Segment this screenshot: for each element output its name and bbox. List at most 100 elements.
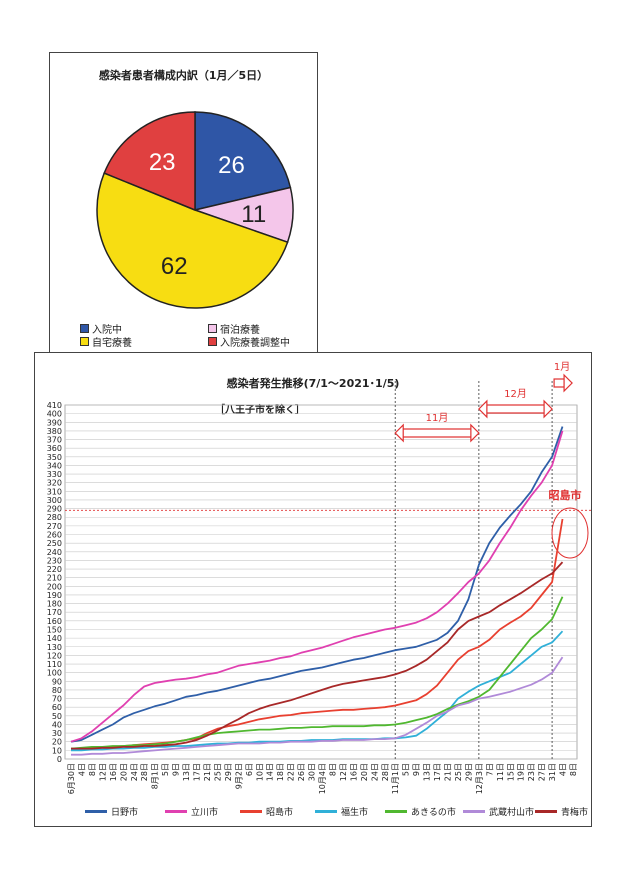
y-tick-label: 50 [52,712,62,721]
y-tick-label: 180 [47,600,62,609]
legend-item-home: 自宅療養 [80,334,132,349]
line-legend-swatch [240,810,262,813]
y-tick-label: 120 [47,651,62,660]
line-legend-item-1: 立川市 [165,805,218,818]
y-tick-label: 200 [47,582,62,591]
x-tick-label: 20日 [360,763,369,781]
series-line-3 [71,630,564,752]
y-tick-label: 310 [47,487,62,496]
y-tick-label: 290 [47,505,62,514]
pie-value-label-0: 26 [218,152,245,179]
y-tick-label: 250 [47,539,62,548]
x-tick-label: 18日 [276,763,285,781]
x-tick-label: 12月3日 [475,763,484,794]
x-tick-label: 16日 [109,763,118,781]
y-tick-label: 280 [47,513,62,522]
line-legend-label: 日野市 [111,808,139,818]
series-line-6 [71,561,564,750]
line-chart: 0102030405060708090100110120130140150160… [47,361,591,794]
legend-label-home: 自宅療養 [92,338,132,349]
x-tick-label: 28日 [381,763,390,781]
x-tick-label: 23日 [527,763,536,781]
line-legend-label: 武蔵村山市 [489,808,535,818]
x-tick-label: 4日 [559,763,568,776]
y-tick-label: 30 [52,729,62,738]
legend-label-hotel: 宿泊療養 [220,325,260,336]
x-tick-label: 25日 [454,763,463,781]
y-tick-label: 390 [47,418,62,427]
y-tick-label: 150 [47,625,62,634]
x-tick-label: 29日 [464,763,473,781]
line-chart-subtitle: ［八王子市を除く］ [215,405,305,416]
line-legend-label: 昭島市 [266,808,294,818]
x-tick-label: 8日 [569,763,578,776]
legend-swatch-hotel [208,324,217,333]
line-legend-swatch [315,810,337,813]
y-tick-label: 360 [47,444,62,453]
x-tick-label: 12日 [98,763,107,781]
pie-chart: 26 11 62 23 [96,111,294,309]
line-legend-item-4: あきるの市 [385,805,456,818]
y-tick-label: 70 [52,695,62,704]
x-tick-label: 29日 [224,763,233,781]
line-legend-swatch [85,810,107,813]
legend-item-adjusting: 入院療養調整中 [208,334,290,349]
y-tick-label: 160 [47,617,62,626]
y-tick-label: 260 [47,531,62,540]
month-label-nov: 11月 [426,412,449,424]
series-line-5 [71,656,564,756]
y-tick-label: 380 [47,427,62,436]
y-tick-label: 110 [47,660,62,669]
y-tick-label: 400 [47,410,62,419]
y-tick-label: 20 [52,738,62,747]
line-legend-item-2: 昭島市 [240,805,293,818]
pie-value-label-3: 23 [149,149,176,176]
line-legend-label: 立川市 [191,808,219,818]
y-tick-label: 230 [47,556,62,565]
y-tick-label: 10 [52,746,62,755]
y-tick-label: 320 [47,479,62,488]
y-tick-label: 0 [57,755,62,764]
line-legend-swatch [165,810,187,813]
y-tick-label: 300 [47,496,62,505]
x-tick-label: 24日 [130,763,139,781]
line-legend-swatch [385,810,407,813]
legend-swatch-hospitalized [80,324,89,333]
line-chart-title: 感染者発生推移(7/1～2021･1/5) [226,377,400,390]
y-tick-label: 40 [52,720,62,729]
arrow-january [553,373,573,393]
y-tick-label: 190 [47,591,62,600]
pie-slice-3 [103,111,196,212]
y-tick-label: 340 [47,461,62,470]
x-tick-label: 26日 [297,763,306,781]
series-line-0 [70,426,564,743]
highlight-ellipse [551,507,589,559]
y-tick-label: 210 [47,574,62,583]
y-tick-label: 270 [47,522,62,531]
pie-value-label-2: 62 [161,253,188,280]
x-tick-label: 30日 [308,763,317,781]
series-line-2 [71,518,564,750]
y-tick-label: 100 [47,669,62,678]
x-tick-label: 17日 [433,763,442,781]
line-legend-label: あきるの市 [411,808,456,818]
x-tick-label: 27日 [538,763,547,781]
x-tick-label: 9日 [412,763,421,776]
x-tick-label: 8日 [88,763,97,776]
x-tick-label: 4日 [77,763,86,776]
plot-area [64,404,578,760]
x-tick-label: 5日 [402,763,411,776]
y-tick-label: 140 [47,634,62,643]
y-tick-label: 240 [47,548,62,557]
x-tick-label: 9日 [172,763,181,776]
x-tick-label: 8日 [328,763,337,776]
pie-title: 感染者患者構成内訳（1月／5日） [98,69,269,82]
pie-slice-2 [96,172,289,309]
x-tick-label: 19日 [517,763,526,781]
x-tick-label: 5日 [161,763,170,776]
y-tick-label: 130 [47,643,62,652]
x-tick-label: 21日 [203,763,212,781]
x-tick-label: 10月4日 [318,763,327,794]
x-tick-label: 9月2日 [234,763,243,789]
x-tick-label: 16日 [349,763,358,781]
